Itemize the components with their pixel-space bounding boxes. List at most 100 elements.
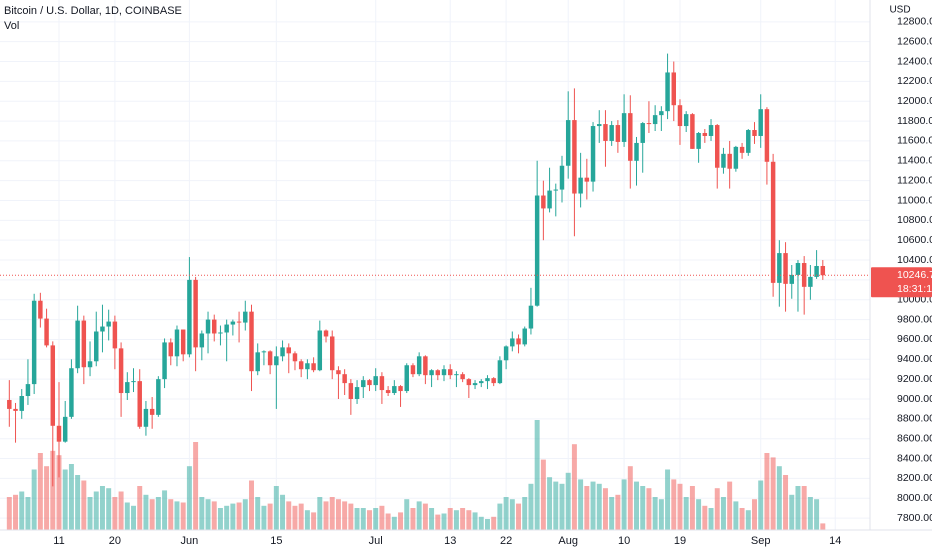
last-price-tag <box>871 267 932 298</box>
candle-body <box>162 342 167 380</box>
candle-body <box>398 386 403 392</box>
volume-bar <box>807 497 813 530</box>
y-tick-label: 8000.00 <box>897 492 932 504</box>
y-tick-label: 8200.00 <box>897 472 932 484</box>
candle-body <box>236 321 242 323</box>
candle-body <box>112 321 118 349</box>
candle-body <box>665 72 670 112</box>
volume-bar <box>242 499 248 530</box>
x-tick-label: 22 <box>500 535 512 547</box>
volume-bar <box>565 472 571 530</box>
volume-bar <box>99 486 105 530</box>
candle-body <box>739 146 745 153</box>
volume-bar <box>143 494 149 530</box>
candle-body <box>379 376 385 391</box>
y-tick-label: 8600.00 <box>897 432 932 444</box>
volume-bar <box>534 420 540 530</box>
volume-bar <box>634 481 639 530</box>
candle-body <box>385 390 391 394</box>
volume-bar <box>13 494 19 530</box>
volume-bar <box>584 486 590 530</box>
volume-bar <box>621 479 627 530</box>
volume-bar <box>273 486 279 530</box>
volume-bar <box>255 497 261 530</box>
volume-bar <box>342 501 348 530</box>
volume-bar <box>689 486 695 530</box>
candle-body <box>472 383 478 386</box>
x-tick-label: Aug <box>558 535 578 547</box>
volume-bar <box>497 503 503 530</box>
candle-body <box>690 114 695 149</box>
volume-bar <box>540 459 546 530</box>
candle-body <box>280 347 285 357</box>
x-tick-label: 15 <box>270 535 282 547</box>
volume-bar <box>460 508 466 530</box>
candle-body <box>652 115 658 125</box>
volume-bar <box>354 508 360 530</box>
candle-body <box>634 142 639 161</box>
volume-bar <box>441 513 447 530</box>
candle-body <box>261 351 267 353</box>
candle-body <box>106 321 111 327</box>
candle-body <box>783 253 788 284</box>
volume-bar <box>174 501 180 530</box>
candle-body <box>348 383 354 399</box>
candle-body <box>708 125 714 136</box>
y-tick-label: 11400.00 <box>897 155 932 167</box>
candle-body <box>503 346 509 361</box>
candle-body <box>193 279 198 348</box>
candle-body <box>38 300 43 319</box>
volume-bar <box>665 469 671 530</box>
candle-body <box>56 425 62 442</box>
candle-body <box>286 347 291 354</box>
candle-body <box>361 380 366 388</box>
volume-bar <box>149 499 155 530</box>
volume-bar <box>37 453 43 530</box>
candle-body <box>199 333 205 348</box>
candle-body <box>789 274 794 284</box>
candle-body <box>590 126 596 182</box>
candle-body <box>342 374 347 384</box>
candle-body <box>770 161 776 283</box>
y-tick-label: 10400.00 <box>897 254 932 266</box>
volume-bar <box>236 502 242 530</box>
volume-bar <box>50 450 56 530</box>
volume-bar <box>416 501 422 530</box>
candle-body <box>410 365 416 375</box>
candle-body <box>224 324 229 333</box>
y-tick-label: 8800.00 <box>897 413 932 425</box>
volume-bar <box>727 481 733 530</box>
candle-body <box>298 361 304 370</box>
volume-bar <box>739 508 745 530</box>
y-tick-label: 12600.00 <box>897 35 932 47</box>
candle-body <box>392 386 397 394</box>
volume-bar <box>770 457 776 530</box>
volume-bar <box>789 494 795 530</box>
volume-bar <box>758 480 764 530</box>
volume-bar <box>472 512 478 530</box>
candle-body <box>423 356 428 376</box>
volume-bar <box>627 466 633 530</box>
volume-bar <box>137 486 143 530</box>
candle-body <box>721 153 726 168</box>
y-tick-label: 12800.00 <box>897 16 932 28</box>
candle-body <box>416 356 422 375</box>
x-tick-label: Sep <box>751 535 771 547</box>
volume-bar <box>795 486 801 530</box>
volume-bar <box>398 512 404 530</box>
candle-body <box>621 113 627 142</box>
volume-bar <box>304 510 310 530</box>
volume-bar <box>602 488 608 530</box>
candle-body <box>205 319 211 334</box>
volume-bar <box>503 497 509 530</box>
y-tick-label: 9400.00 <box>897 353 932 365</box>
candle-body <box>640 123 645 143</box>
volume-bar <box>19 491 25 530</box>
volume-bar <box>224 505 230 530</box>
volume-bar <box>81 480 87 530</box>
volume-bar <box>677 483 683 530</box>
volume-bar <box>75 475 81 530</box>
volume-bar <box>466 510 472 530</box>
candle-body <box>317 330 323 371</box>
candle-body <box>274 356 279 366</box>
